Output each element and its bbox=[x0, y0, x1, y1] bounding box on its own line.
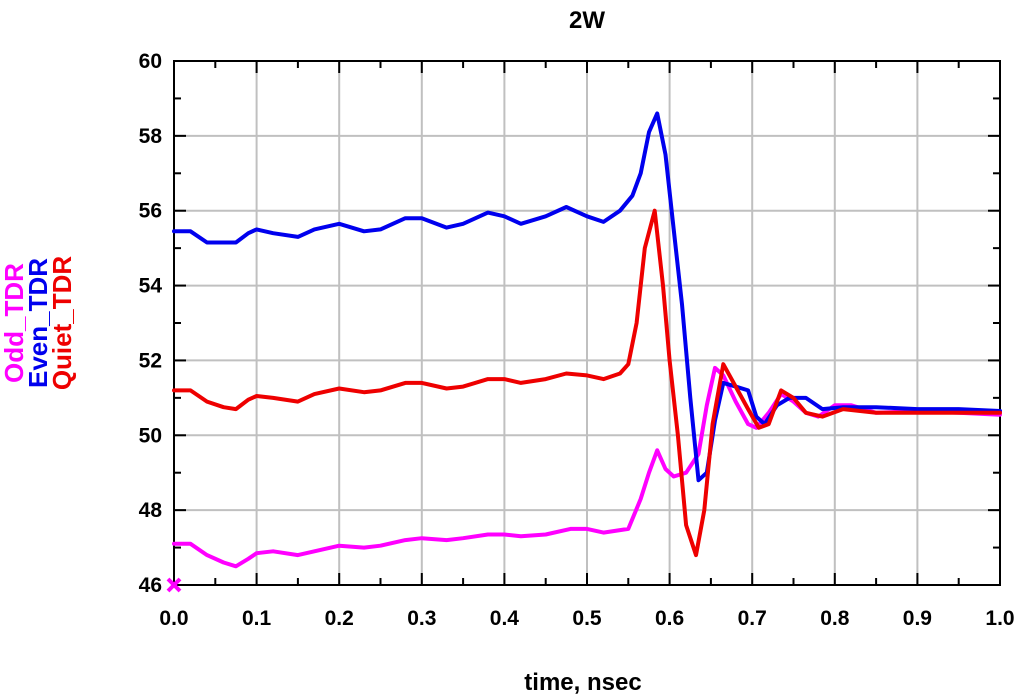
x-tick-labels: 0.0 0.1 0.2 0.3 0.4 0.5 0.6 0.7 0.8 0.9 1.0 bbox=[159, 607, 1014, 630]
origin-marker bbox=[166, 577, 182, 593]
y-tick-label: 50 bbox=[139, 424, 162, 447]
x-tick-label: 0.9 bbox=[903, 607, 932, 630]
x-tick-label: 0.7 bbox=[738, 607, 767, 630]
x-tick-label: 0.8 bbox=[820, 607, 850, 630]
marker-stroke bbox=[166, 577, 182, 593]
x-axis-label: time, nsec bbox=[524, 669, 641, 696]
plot-frame bbox=[173, 60, 1001, 586]
x-tick-label: 0.1 bbox=[242, 607, 272, 630]
y-tick-label: 60 bbox=[139, 50, 162, 73]
series-label-quiet_tdr: Quiet_TDR bbox=[47, 256, 77, 391]
grid bbox=[174, 61, 1000, 585]
series-lines bbox=[172, 111, 1002, 569]
minor-ticks bbox=[173, 60, 1001, 586]
y-tick-label: 54 bbox=[139, 275, 163, 298]
x-tick-label: 0.3 bbox=[407, 607, 436, 630]
x-tick-label: 0.0 bbox=[159, 607, 188, 630]
y-tick-label: 48 bbox=[139, 499, 163, 522]
series-label-odd_tdr: Odd_TDR bbox=[0, 263, 29, 383]
series-line-quiet_tdr bbox=[172, 208, 1002, 558]
y-tick-label: 52 bbox=[139, 349, 162, 372]
y-tick-labels: 46 48 50 52 54 56 58 60 bbox=[139, 50, 163, 597]
y-tick-label: 56 bbox=[139, 200, 162, 223]
x-tick-label: 0.6 bbox=[655, 607, 684, 630]
y-tick-label: 46 bbox=[139, 574, 162, 597]
series-line-odd_tdr bbox=[172, 365, 1002, 569]
x-tick-label: 0.4 bbox=[490, 607, 520, 630]
y-tick-label: 58 bbox=[139, 125, 163, 148]
series-label-even_tdr: Even_TDR bbox=[23, 258, 53, 388]
x-tick-label: 0.5 bbox=[572, 607, 602, 630]
x-tick-label: 1.0 bbox=[985, 607, 1014, 630]
x-tick-label: 0.2 bbox=[325, 607, 354, 630]
chart-title: 2W bbox=[569, 7, 605, 34]
